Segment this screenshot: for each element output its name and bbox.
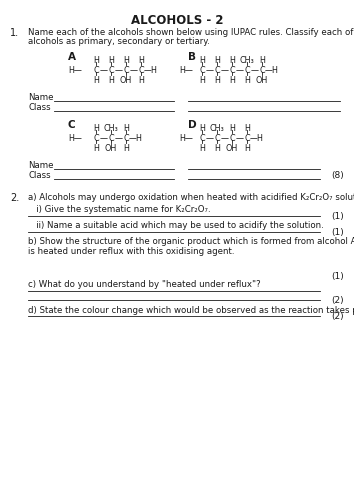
Text: OH: OH	[105, 144, 117, 153]
Text: C: C	[123, 134, 129, 143]
Text: b) Show the structure of the organic product which is formed from alcohol A when: b) Show the structure of the organic pro…	[28, 237, 354, 256]
Text: (2): (2)	[331, 296, 344, 305]
Text: C: C	[199, 66, 205, 75]
Text: —H: —H	[265, 66, 279, 75]
Text: H: H	[93, 144, 99, 153]
Text: H: H	[123, 124, 129, 133]
Text: i) Give the systematic name for K₂Cr₂O₇.: i) Give the systematic name for K₂Cr₂O₇.	[28, 205, 211, 214]
Text: —H: —H	[129, 134, 143, 143]
Text: OH: OH	[120, 76, 132, 85]
Text: H: H	[214, 76, 220, 85]
Text: CH₃: CH₃	[210, 124, 224, 133]
Text: H: H	[199, 76, 205, 85]
Text: a) Alcohols may undergo oxidation when heated with acidified K₂Cr₂O₇ solution.: a) Alcohols may undergo oxidation when h…	[28, 193, 354, 202]
Text: 1.: 1.	[10, 28, 19, 38]
Text: H: H	[123, 56, 129, 65]
Text: H: H	[123, 144, 129, 153]
Text: (1): (1)	[331, 228, 344, 237]
Text: CH₃: CH₃	[104, 124, 118, 133]
Text: —: —	[221, 134, 228, 143]
Text: C: C	[93, 66, 99, 75]
Text: H: H	[229, 76, 235, 85]
Text: (2): (2)	[331, 312, 344, 321]
Text: C: C	[108, 66, 114, 75]
Text: H: H	[244, 124, 250, 133]
Text: C: C	[259, 66, 265, 75]
Text: C: C	[138, 66, 144, 75]
Text: H: H	[199, 144, 205, 153]
Text: H: H	[93, 124, 99, 133]
Text: H: H	[108, 56, 114, 65]
Text: OH: OH	[226, 144, 238, 153]
Text: C: C	[229, 134, 235, 143]
Text: Name each of the alcohols shown below using IUPAC rules. Classify each of the: Name each of the alcohols shown below us…	[28, 28, 354, 37]
Text: H: H	[199, 56, 205, 65]
Text: C: C	[68, 120, 76, 130]
Text: C: C	[229, 66, 235, 75]
Text: H—: H—	[68, 134, 82, 143]
Text: C: C	[244, 134, 250, 143]
Text: H: H	[93, 56, 99, 65]
Text: alcohols as primary, secondary or tertiary.: alcohols as primary, secondary or tertia…	[28, 37, 210, 46]
Text: H: H	[138, 76, 144, 85]
Text: CH₃: CH₃	[240, 56, 255, 65]
Text: H: H	[229, 124, 235, 133]
Text: —: —	[130, 66, 137, 75]
Text: Name: Name	[28, 93, 53, 102]
Text: —: —	[221, 66, 228, 75]
Text: H: H	[244, 144, 250, 153]
Text: ii) Name a suitable acid which may be used to acidify the solution.: ii) Name a suitable acid which may be us…	[28, 221, 324, 230]
Text: —: —	[99, 66, 108, 75]
Text: C: C	[123, 66, 129, 75]
Text: —: —	[251, 66, 258, 75]
Text: H—: H—	[179, 134, 193, 143]
Text: H: H	[214, 56, 220, 65]
Text: 2.: 2.	[10, 193, 19, 203]
Text: C: C	[108, 134, 114, 143]
Text: Name: Name	[28, 161, 53, 170]
Text: c) What do you understand by "heated under reflux"?: c) What do you understand by "heated und…	[28, 280, 261, 289]
Text: H—: H—	[68, 66, 82, 75]
Text: H: H	[259, 56, 265, 65]
Text: —: —	[206, 134, 213, 143]
Text: C: C	[244, 66, 250, 75]
Text: H: H	[93, 76, 99, 85]
Text: ALCOHOLS - 2: ALCOHOLS - 2	[131, 14, 223, 27]
Text: H: H	[214, 144, 220, 153]
Text: Class: Class	[28, 103, 51, 112]
Text: d) State the colour change which would be observed as the reaction takes place.: d) State the colour change which would b…	[28, 306, 354, 315]
Text: —H: —H	[250, 134, 264, 143]
Text: D: D	[188, 120, 196, 130]
Text: Class: Class	[28, 171, 51, 180]
Text: H: H	[138, 56, 144, 65]
Text: —: —	[235, 66, 244, 75]
Text: (1): (1)	[331, 272, 344, 281]
Text: C: C	[199, 134, 205, 143]
Text: C: C	[93, 134, 99, 143]
Text: OH: OH	[256, 76, 268, 85]
Text: (1): (1)	[331, 212, 344, 221]
Text: H: H	[108, 76, 114, 85]
Text: —: —	[114, 134, 122, 143]
Text: A: A	[68, 52, 76, 62]
Text: —: —	[99, 134, 108, 143]
Text: (8): (8)	[331, 171, 344, 180]
Text: —: —	[114, 66, 122, 75]
Text: B: B	[188, 52, 196, 62]
Text: H—: H—	[179, 66, 193, 75]
Text: —H: —H	[144, 66, 158, 75]
Text: H: H	[199, 124, 205, 133]
Text: C: C	[214, 134, 220, 143]
Text: H: H	[229, 56, 235, 65]
Text: —: —	[235, 134, 244, 143]
Text: —: —	[206, 66, 213, 75]
Text: C: C	[214, 66, 220, 75]
Text: H: H	[244, 76, 250, 85]
